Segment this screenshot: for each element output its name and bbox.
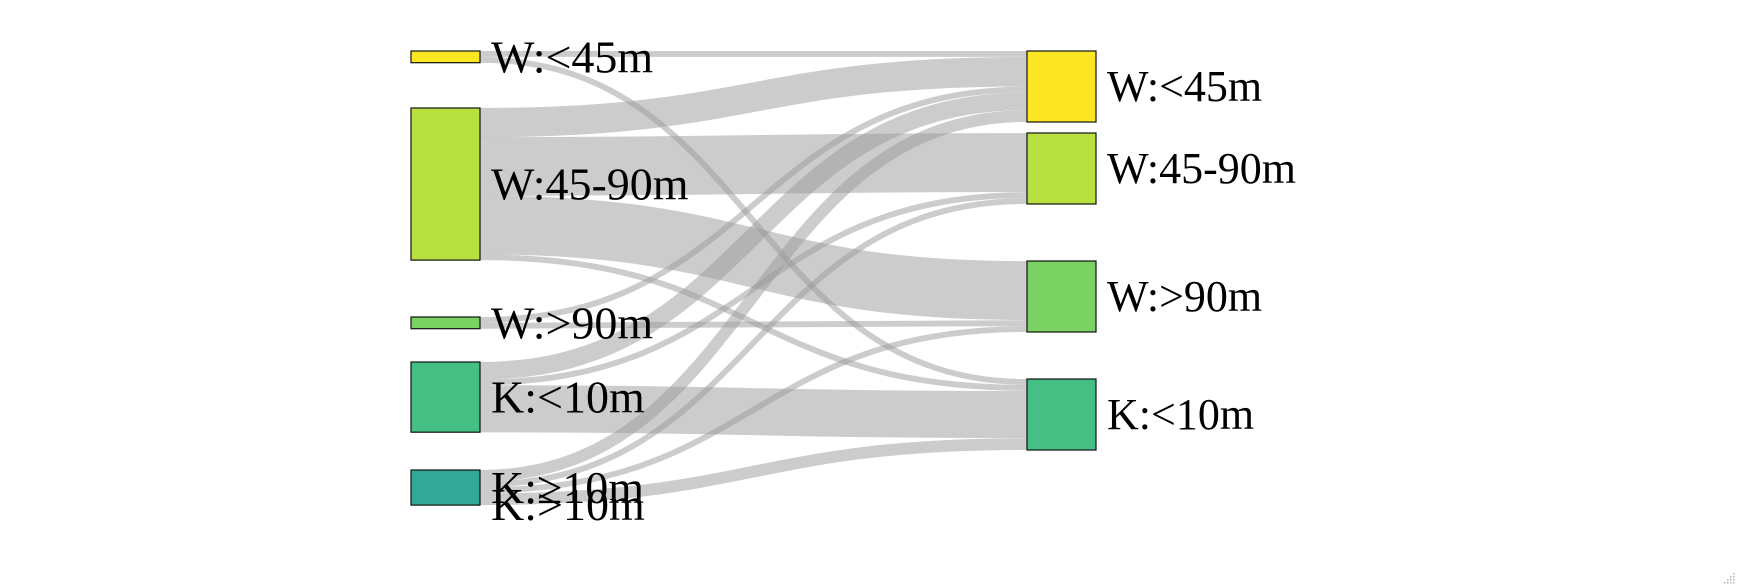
sankey-link (479, 438, 1028, 506)
sankey-link (479, 195, 1028, 320)
left-node-overlap-label: K:>10m (491, 479, 645, 530)
left-node-label: K:<10m (491, 372, 645, 423)
left-node (410, 50, 481, 64)
right-node-label: W:>90m (1107, 272, 1262, 321)
left-node-label: W:45-90m (491, 159, 689, 210)
left-node (410, 361, 481, 433)
sankey-link (479, 56, 1028, 138)
sankey-link (479, 198, 1028, 488)
right-node (1026, 378, 1097, 451)
left-node-label: K:≥10m (491, 462, 644, 513)
left-node (410, 107, 481, 261)
sankey-link (479, 320, 1028, 329)
right-node (1026, 50, 1097, 123)
left-node (410, 469, 481, 506)
left-node (410, 316, 481, 330)
sankey-link (479, 133, 1028, 196)
sankey-link (479, 56, 1028, 385)
right-node-label: W:45-90m (1107, 144, 1296, 193)
left-node-label: W:>90m (491, 297, 653, 348)
right-node (1026, 132, 1097, 205)
sankey-links (479, 50, 1028, 506)
left-node-label: W:<45m (491, 31, 653, 82)
sankey-link (479, 326, 1028, 494)
resize-grip-icon[interactable] (1720, 572, 1736, 586)
sankey-link (479, 110, 1028, 482)
sankey-link (479, 86, 1028, 323)
right-node-label: W:<45m (1107, 62, 1262, 111)
right-node (1026, 260, 1097, 333)
sankey-link (479, 92, 1028, 380)
right-node-label: K:<10m (1107, 390, 1254, 439)
